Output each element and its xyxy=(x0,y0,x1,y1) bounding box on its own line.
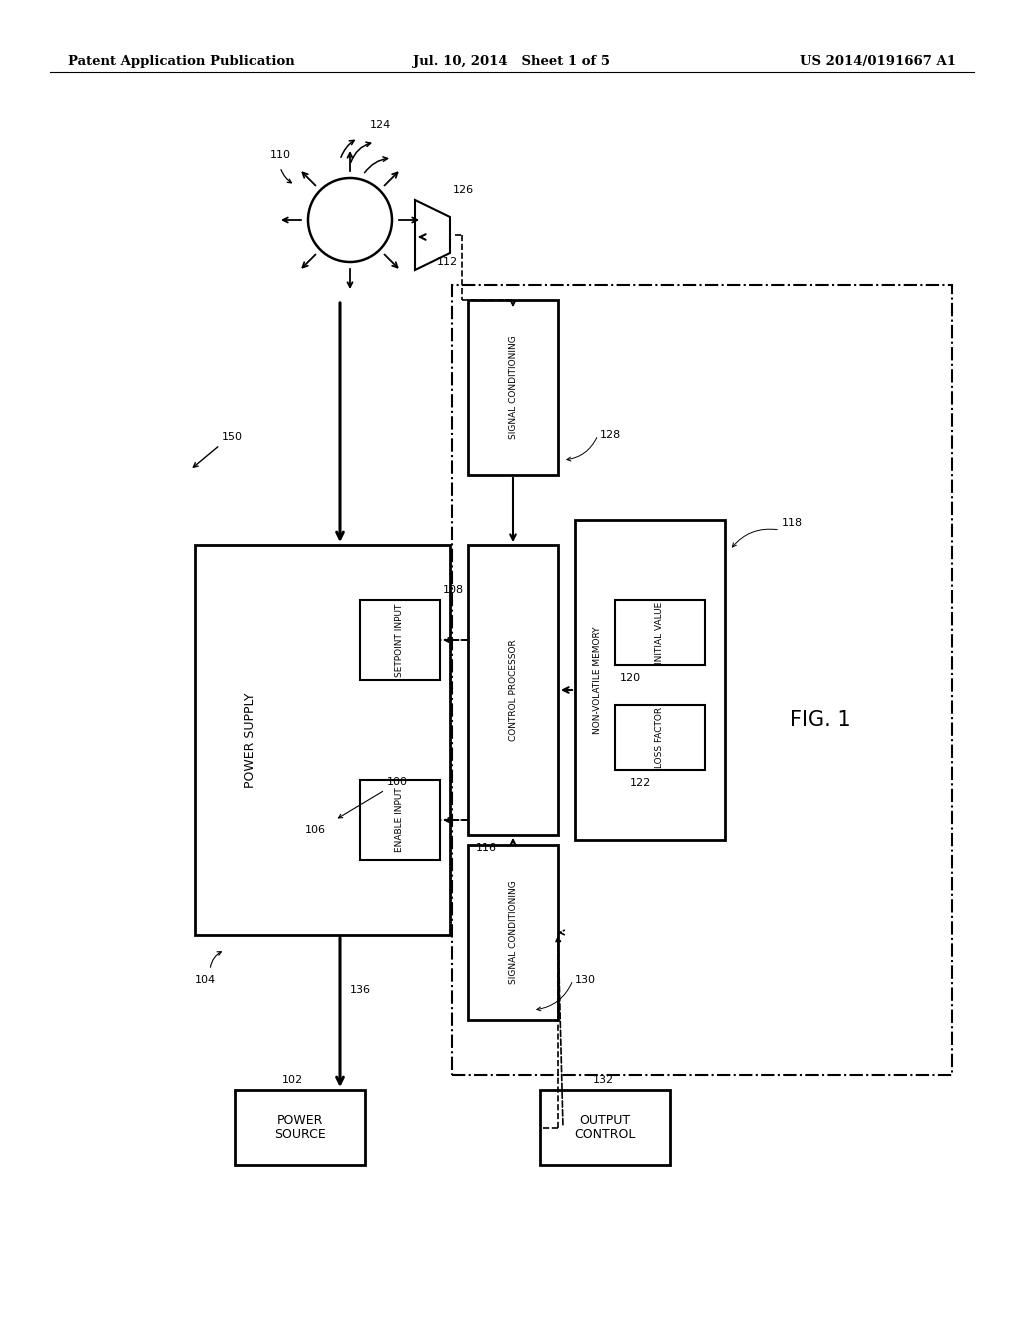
Bar xyxy=(615,705,705,770)
Text: 130: 130 xyxy=(575,975,596,985)
Bar xyxy=(468,545,558,836)
Text: 100: 100 xyxy=(387,777,408,787)
Text: OUTPUT
CONTROL: OUTPUT CONTROL xyxy=(574,1114,636,1142)
Text: Jul. 10, 2014   Sheet 1 of 5: Jul. 10, 2014 Sheet 1 of 5 xyxy=(414,55,610,69)
Text: 128: 128 xyxy=(600,430,622,440)
Text: Patent Application Publication: Patent Application Publication xyxy=(68,55,295,69)
Text: 112: 112 xyxy=(437,257,458,267)
Text: LOSS FACTOR: LOSS FACTOR xyxy=(655,708,665,768)
Text: SETPOINT INPUT: SETPOINT INPUT xyxy=(395,603,404,677)
Bar xyxy=(468,845,558,1020)
Text: 132: 132 xyxy=(593,1074,614,1085)
Text: SIGNAL CONDITIONING: SIGNAL CONDITIONING xyxy=(509,880,517,985)
Bar xyxy=(540,1090,670,1166)
Text: POWER
SOURCE: POWER SOURCE xyxy=(274,1114,326,1142)
Text: 122: 122 xyxy=(630,777,651,788)
Bar xyxy=(360,601,440,680)
Text: 102: 102 xyxy=(282,1074,303,1085)
Text: POWER SUPPLY: POWER SUPPLY xyxy=(244,692,256,788)
Text: 110: 110 xyxy=(270,150,291,160)
Text: 120: 120 xyxy=(620,673,641,682)
Bar xyxy=(360,780,440,861)
Text: 150: 150 xyxy=(222,432,243,442)
Text: 104: 104 xyxy=(195,975,216,985)
Bar xyxy=(615,601,705,665)
Text: SIGNAL CONDITIONING: SIGNAL CONDITIONING xyxy=(509,335,517,440)
Text: 124: 124 xyxy=(370,120,391,129)
Bar xyxy=(468,300,558,475)
Text: 108: 108 xyxy=(443,585,464,595)
Bar xyxy=(234,1090,365,1166)
Text: FIG. 1: FIG. 1 xyxy=(790,710,850,730)
Text: 106: 106 xyxy=(305,825,326,836)
Text: NON-VOLATILE MEMORY: NON-VOLATILE MEMORY xyxy=(593,626,601,734)
Text: INITIAL VALUE: INITIAL VALUE xyxy=(655,602,665,664)
Text: ENABLE INPUT: ENABLE INPUT xyxy=(395,788,404,853)
Text: 116: 116 xyxy=(476,843,497,853)
Bar xyxy=(575,520,725,840)
Text: 126: 126 xyxy=(453,185,474,195)
Text: 136: 136 xyxy=(350,985,371,995)
Text: 118: 118 xyxy=(782,517,803,528)
Text: US 2014/0191667 A1: US 2014/0191667 A1 xyxy=(800,55,956,69)
Bar xyxy=(195,545,450,935)
Text: CONTROL PROCESSOR: CONTROL PROCESSOR xyxy=(509,639,517,741)
Bar xyxy=(452,285,952,1074)
